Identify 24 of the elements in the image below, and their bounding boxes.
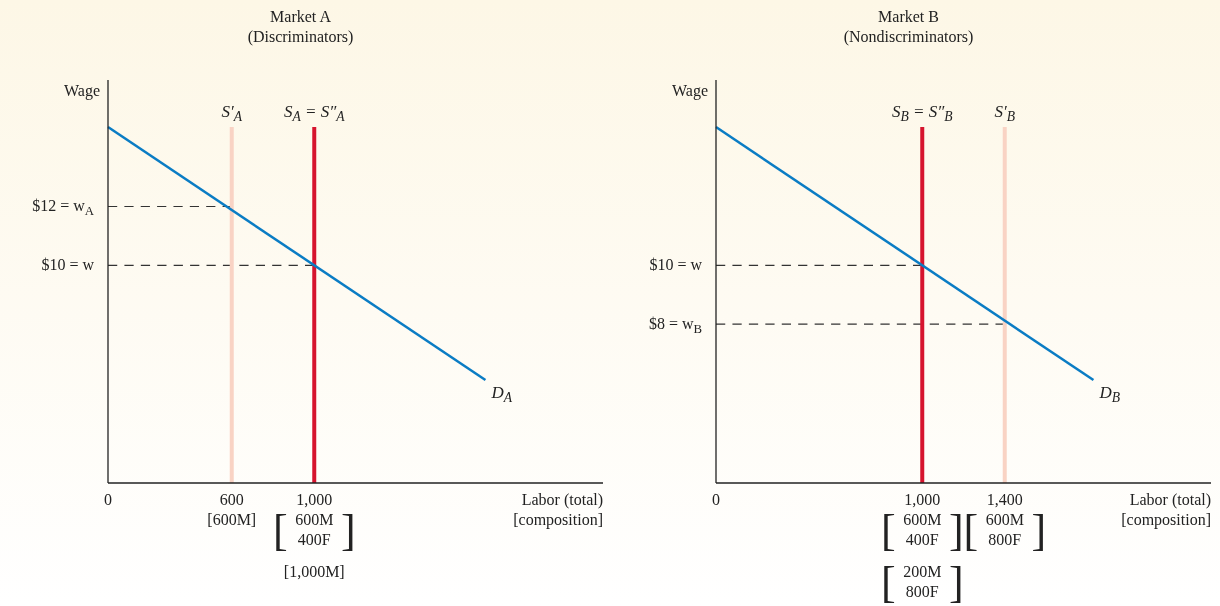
chart-title: Market B (Nondiscriminators) [843, 8, 974, 46]
series-label: S′$_{B}$ [994, 102, 1016, 125]
x-tick-label: 600 [219, 491, 244, 508]
x-axis-title: Labor (total) [composition] [513, 491, 603, 529]
x-tick-label: 1,000 [904, 491, 941, 508]
chart-title: Market A (Discriminators) [247, 8, 354, 46]
y-tick-label: $12 = w$_{A}$ [32, 197, 95, 219]
y-tick-label: $8 = w$_{B}$ [648, 315, 702, 337]
series-label: S′$_{A}$ [221, 102, 243, 125]
text: [600M] [207, 511, 257, 528]
series-label: D$_{A}$ [490, 383, 513, 406]
y-tick-label: $10 = w [649, 256, 703, 274]
series-label: S$_{B}$ = S″$_{B}$ [891, 102, 953, 125]
y-axis-title: Wage [671, 82, 708, 100]
series-label: S$_{A}$ = S″$_{A}$ [283, 102, 346, 125]
y-axis-title: Wage [63, 82, 100, 100]
text: [1,000M] [283, 563, 345, 580]
series-label: D$_{B}$ [1098, 383, 1121, 406]
x-tick-label: 0 [712, 491, 720, 508]
x-tick-label: 1,000 [296, 491, 333, 508]
x-axis-title: Labor (total) [composition] [1121, 491, 1211, 529]
x-tick-label: 1,400 [986, 491, 1023, 508]
y-tick-label: $10 = w [41, 256, 95, 274]
x-tick-label: 0 [104, 491, 112, 508]
